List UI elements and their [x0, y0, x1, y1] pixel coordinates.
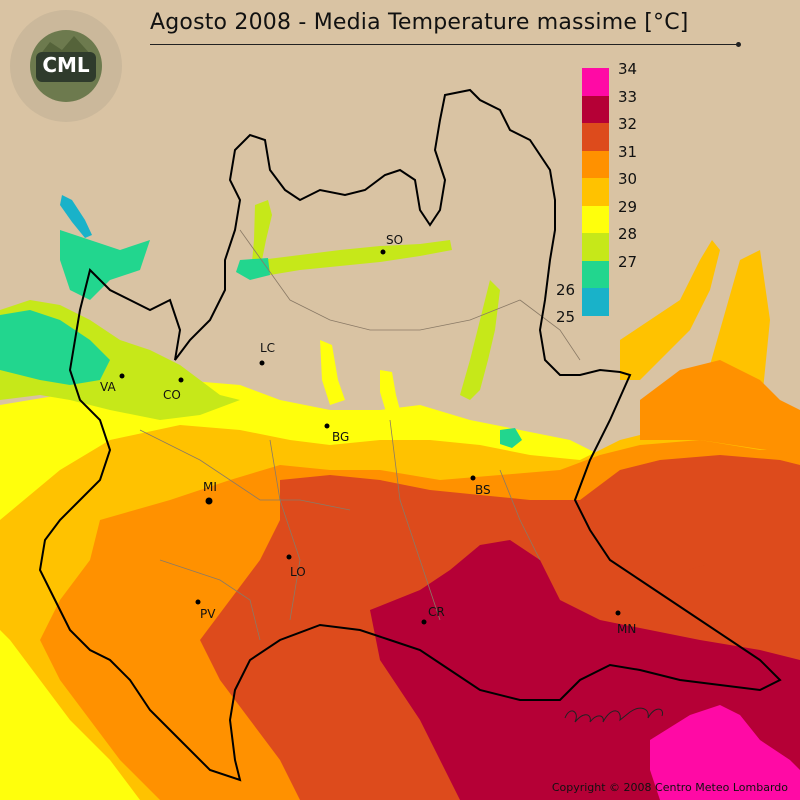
zone-27-como — [60, 230, 150, 300]
legend-label: 30 — [618, 170, 638, 188]
zone-27-garda — [500, 428, 522, 448]
city-marker-cr — [421, 619, 427, 625]
copyright-notice: Copyright © 2008 Centro Meteo Lombardo — [551, 781, 788, 794]
city-marker-lc — [259, 360, 265, 366]
legend-swatch-29 — [582, 205, 609, 233]
city-label-bs: BS — [475, 483, 491, 497]
city-label-pv: PV — [200, 607, 216, 621]
east-ridge-31 — [640, 360, 800, 455]
city-marker-pv — [195, 599, 201, 605]
legend-label: 26 — [556, 281, 576, 299]
legend-label: 28 — [618, 225, 638, 243]
region-border — [38, 88, 782, 782]
city-label-mn: MN — [617, 622, 637, 636]
legend-label: 25 — [556, 308, 576, 326]
province-line — [389, 419, 441, 621]
province-line — [269, 439, 301, 621]
legend-label: 34 — [618, 60, 638, 78]
city-label-lo: LO — [290, 565, 306, 579]
province-boundaries — [139, 229, 581, 641]
legend-label: 32 — [618, 115, 638, 133]
val-chiavenna — [252, 200, 272, 262]
legend-label: 27 — [618, 253, 638, 271]
province-line — [159, 559, 261, 641]
city-label-cr: CR — [428, 605, 445, 619]
valcamonica — [460, 280, 500, 400]
city-marker-so — [380, 249, 386, 255]
zone-27-valtellina-w — [236, 258, 270, 280]
zone-32-isle — [678, 530, 712, 570]
page-title: Agosto 2008 - Media Temperature massime … — [150, 10, 689, 35]
city-marker-bs — [470, 475, 476, 481]
province-line — [519, 299, 581, 361]
city-label-mi: MI — [203, 480, 217, 494]
legend-swatch-34 — [582, 68, 609, 96]
city-marker-lo — [286, 554, 292, 560]
title-underline — [150, 44, 738, 45]
province-line — [239, 229, 521, 331]
city-label-lc: LC — [260, 341, 276, 355]
cml-logo — [10, 10, 122, 122]
city-marker-mn — [615, 610, 621, 616]
zone-26-lake — [60, 195, 92, 238]
val-brembana — [320, 340, 345, 405]
zone-34 — [650, 705, 800, 800]
alpine-valleys — [0, 195, 800, 455]
logo-badge — [36, 52, 96, 82]
legend-label: 33 — [618, 88, 638, 106]
legend-swatch-31 — [582, 150, 609, 178]
legend-swatch-33 — [582, 95, 609, 123]
legend-label: 31 — [618, 143, 638, 161]
city-label-bg: BG — [332, 430, 350, 444]
val-seriana — [380, 370, 400, 412]
logo-badge-text: CML — [42, 53, 90, 77]
temperature-zones — [0, 250, 800, 800]
city-marker-va — [119, 373, 125, 379]
city-label-va: VA — [100, 380, 116, 394]
city-marker-mi — [205, 497, 213, 505]
east-ridge-30 — [620, 240, 720, 380]
city-markers — [119, 249, 621, 625]
legend-swatch-26 — [582, 288, 609, 316]
city-label-so: SO — [386, 233, 404, 247]
valtellina — [260, 240, 452, 275]
zone-27-west — [0, 310, 110, 385]
legend-label: 29 — [618, 198, 638, 216]
city-label-co: CO — [163, 388, 181, 402]
signature — [564, 707, 664, 723]
city-marker-co — [178, 377, 184, 383]
province-line — [499, 469, 541, 561]
legend-swatch-30 — [582, 178, 609, 206]
city-marker-bg — [324, 423, 330, 429]
province-line — [139, 429, 351, 511]
legend-swatch-27 — [582, 260, 609, 288]
legend-swatch-32 — [582, 123, 609, 151]
legend-swatch-28 — [582, 233, 609, 261]
title-underline-dot — [736, 42, 741, 47]
